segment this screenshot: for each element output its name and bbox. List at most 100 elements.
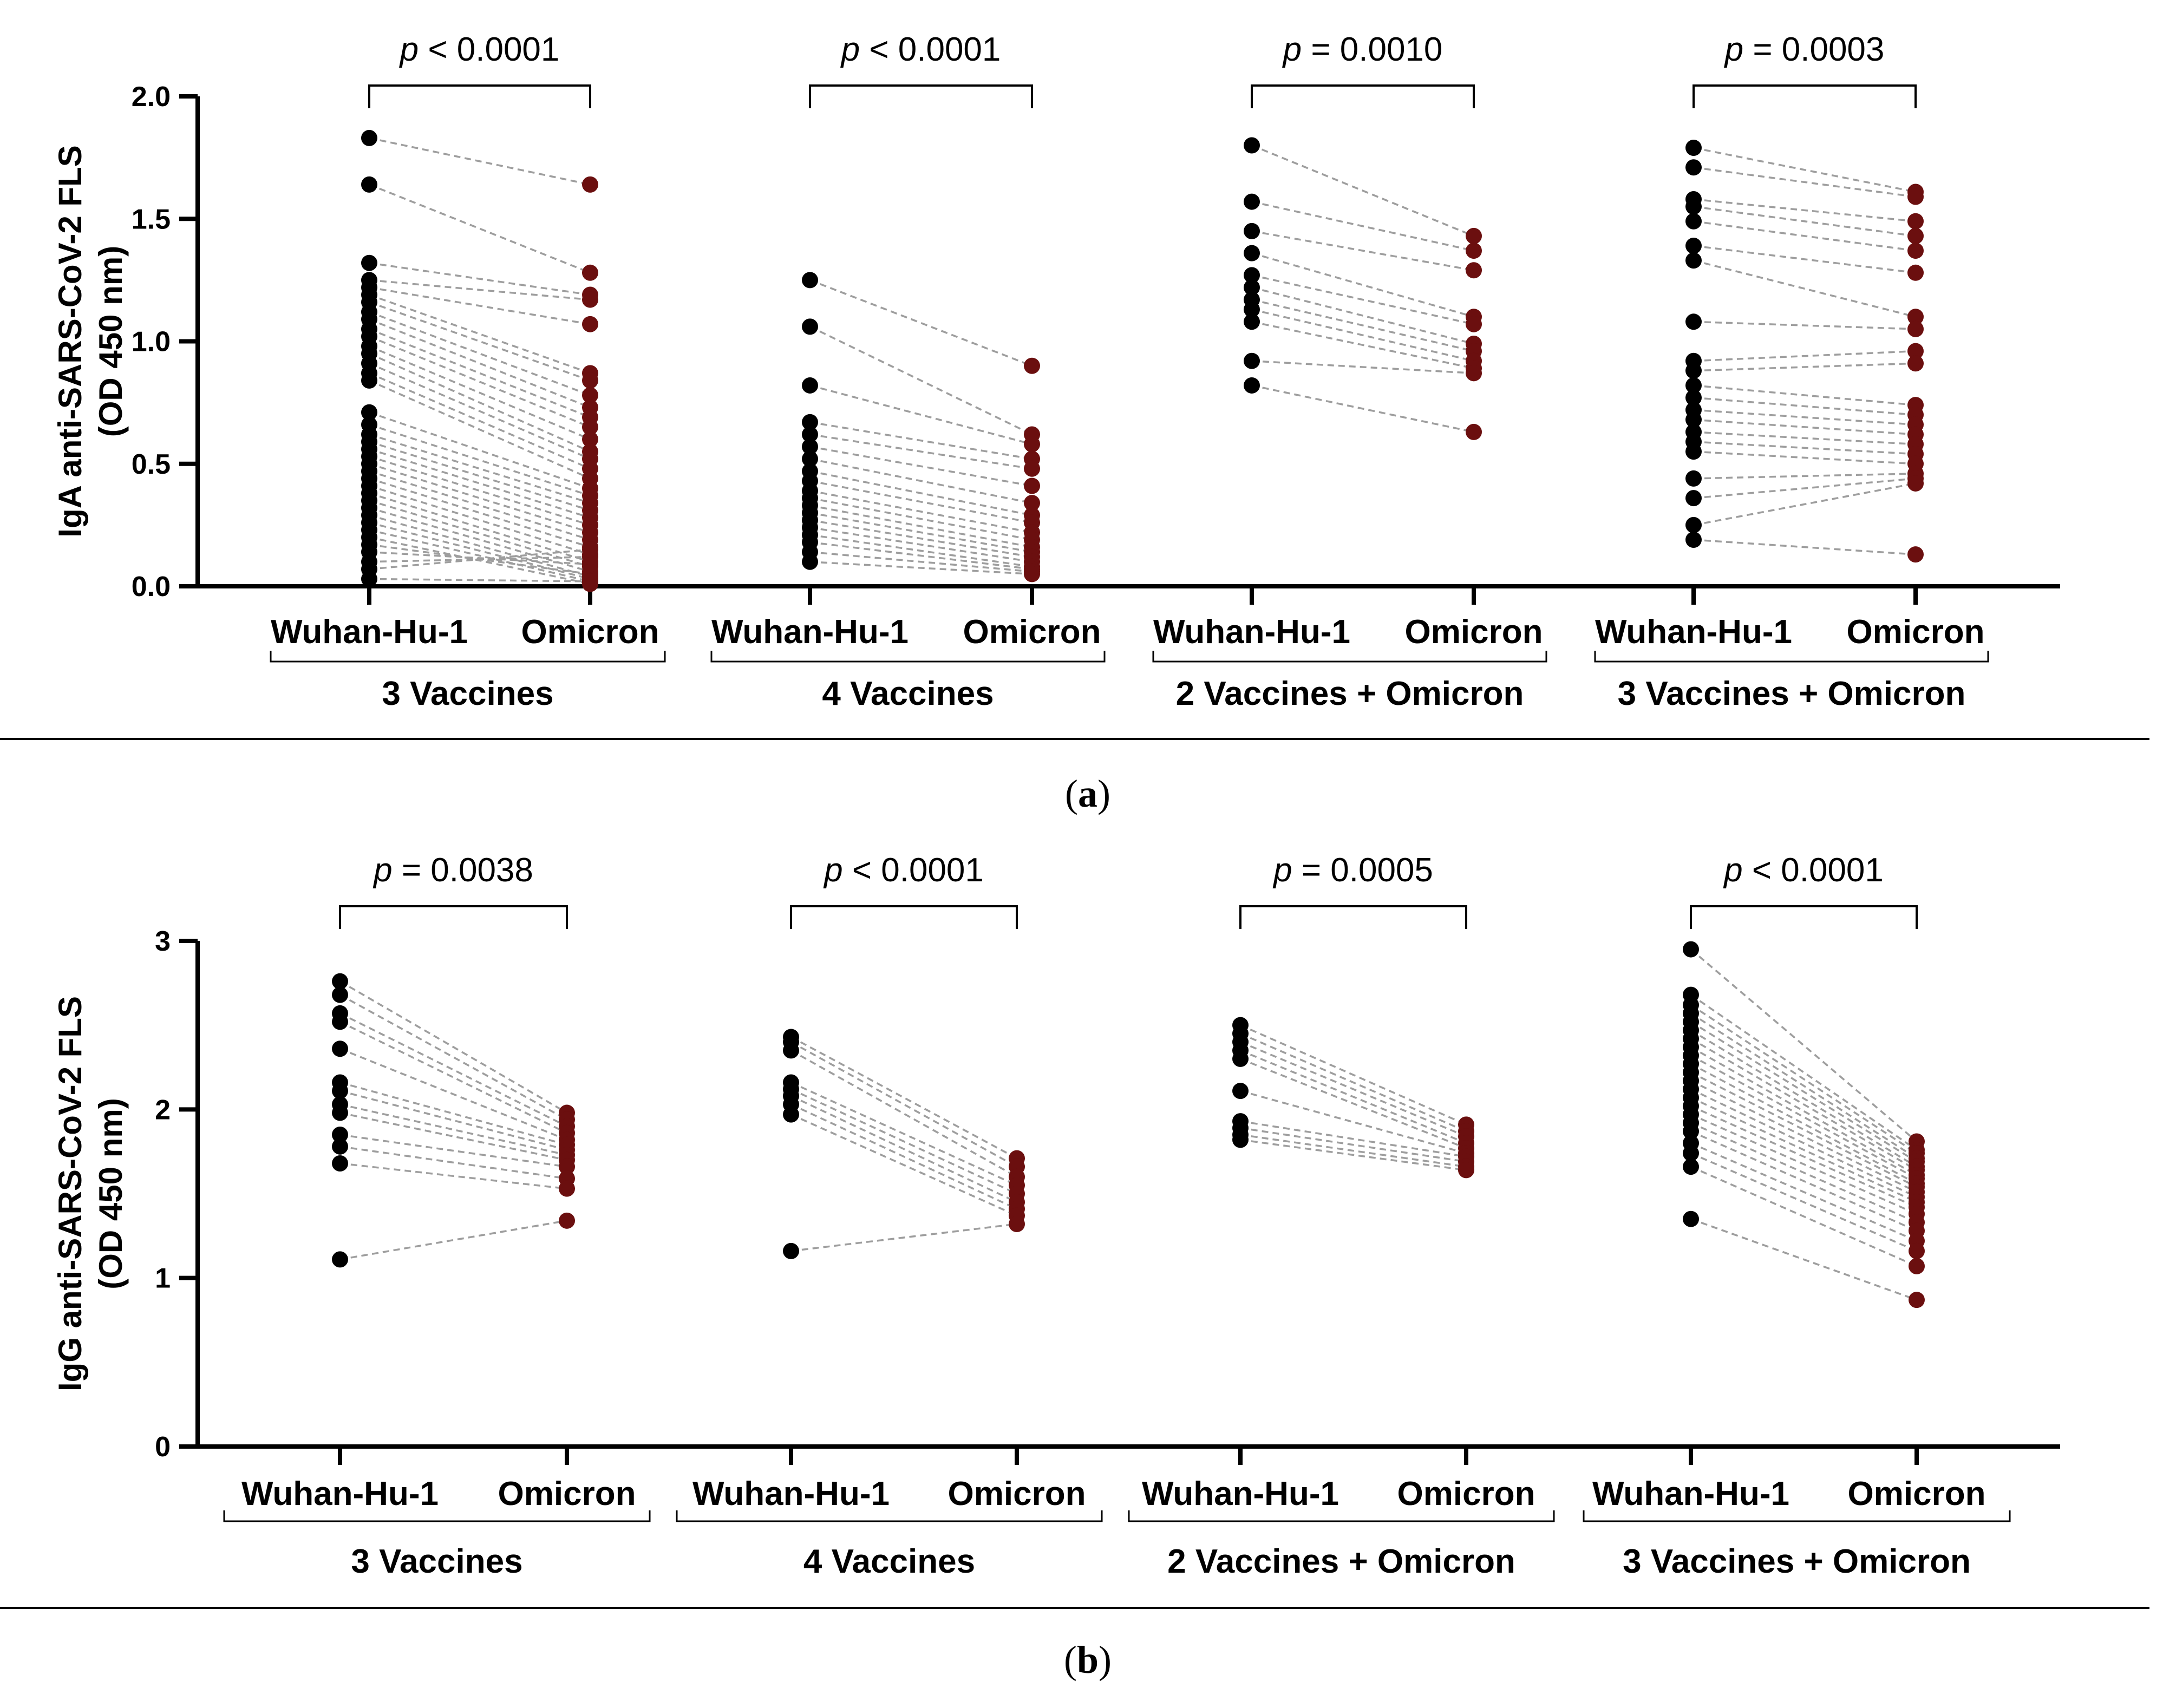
pair-line bbox=[369, 286, 591, 325]
data-point-wuhan bbox=[1685, 389, 1702, 406]
pair-line bbox=[809, 470, 1033, 516]
pair-line bbox=[790, 1223, 1017, 1252]
data-point-wuhan bbox=[1683, 1159, 1699, 1175]
data-point-omicron bbox=[1909, 1292, 1925, 1308]
group-label: 4 Vaccines bbox=[803, 1543, 975, 1580]
pair-line bbox=[1240, 1041, 1467, 1137]
x-tick-label-omicron: Omicron bbox=[963, 613, 1101, 651]
significance-bracket bbox=[1690, 905, 1918, 929]
x-tick-label-wuhan: Wuhan-Hu-1 bbox=[1142, 1475, 1339, 1513]
data-point-omicron bbox=[1024, 357, 1040, 374]
data-point-omicron bbox=[582, 176, 598, 193]
group-label: 4 Vaccines bbox=[822, 675, 994, 712]
pair-line bbox=[1693, 477, 1916, 499]
pair-line bbox=[369, 514, 591, 578]
pair-line bbox=[369, 261, 591, 296]
x-tick-label-omicron: Omicron bbox=[1397, 1475, 1535, 1513]
data-point-omicron bbox=[582, 541, 598, 558]
pair-line bbox=[369, 311, 591, 396]
pair-line bbox=[1690, 1020, 1917, 1163]
pair-line bbox=[1693, 198, 1916, 223]
pair-line bbox=[369, 477, 591, 548]
pair-line bbox=[809, 433, 1033, 470]
pair-line bbox=[369, 507, 591, 573]
pair-line bbox=[369, 352, 591, 453]
data-point-omicron bbox=[1458, 1162, 1474, 1179]
pair-line bbox=[1693, 350, 1916, 362]
data-point-omicron bbox=[1907, 243, 1924, 259]
group-brace bbox=[270, 651, 666, 663]
data-point-omicron bbox=[1907, 213, 1924, 230]
pair-line bbox=[1693, 418, 1916, 436]
pair-line bbox=[1251, 274, 1474, 325]
data-point-wuhan bbox=[802, 426, 818, 443]
data-point-wuhan bbox=[1244, 313, 1260, 330]
p-value-label: p < 0.0001 bbox=[823, 852, 984, 889]
pair-line bbox=[809, 512, 1033, 553]
data-point-omicron bbox=[1907, 355, 1924, 372]
data-point-omicron bbox=[1024, 460, 1040, 477]
data-point-omicron bbox=[1909, 1258, 1925, 1274]
data-point-wuhan bbox=[1244, 301, 1260, 318]
y-tick-label: 2 bbox=[155, 1094, 171, 1125]
data-point-omicron bbox=[1024, 477, 1040, 494]
pair-line bbox=[1251, 286, 1474, 345]
data-point-omicron bbox=[1024, 566, 1040, 583]
pair-line bbox=[369, 293, 591, 374]
data-point-wuhan bbox=[1683, 941, 1699, 958]
data-point-omicron bbox=[582, 573, 598, 590]
x-tick-label-omicron: Omicron bbox=[1847, 613, 1985, 651]
pair-line bbox=[1690, 1012, 1917, 1160]
pair-line bbox=[1693, 409, 1916, 426]
group-brace bbox=[676, 1510, 1103, 1522]
group-brace bbox=[710, 651, 1106, 663]
data-point-omicron bbox=[1907, 546, 1924, 563]
pair-line bbox=[1251, 308, 1474, 362]
data-point-omicron bbox=[582, 291, 598, 308]
data-point-wuhan bbox=[332, 1104, 348, 1121]
y-axis-title-units: (OD 450 nm) bbox=[93, 246, 129, 437]
pair-line bbox=[809, 480, 1033, 524]
significance-bracket bbox=[1693, 84, 1917, 108]
pair-line bbox=[1693, 245, 1916, 274]
pair-line bbox=[339, 1111, 567, 1161]
pair-line bbox=[1690, 1004, 1917, 1154]
pair-line bbox=[369, 529, 591, 583]
x-tick-label-wuhan: Wuhan-Hu-1 bbox=[1153, 613, 1350, 651]
pair-line bbox=[1690, 1063, 1917, 1185]
significance-bracket bbox=[1251, 84, 1475, 108]
pair-line bbox=[1690, 1130, 1917, 1232]
data-point-omicron bbox=[1466, 262, 1482, 279]
pair-line bbox=[369, 463, 591, 534]
pair-line bbox=[1251, 144, 1474, 237]
data-point-omicron bbox=[559, 1180, 575, 1197]
data-point-wuhan bbox=[1685, 490, 1702, 507]
data-point-wuhan bbox=[783, 1242, 799, 1259]
pair-line bbox=[369, 379, 591, 480]
pair-line bbox=[1693, 220, 1916, 252]
pair-line bbox=[339, 1090, 567, 1151]
x-tick-label-wuhan: Wuhan-Hu-1 bbox=[711, 613, 909, 651]
data-point-omicron bbox=[582, 387, 598, 404]
y-tick-label: 1 bbox=[155, 1263, 171, 1294]
data-point-omicron bbox=[1466, 423, 1482, 440]
pair-line bbox=[369, 137, 591, 186]
x-tick-label-omicron: Omicron bbox=[948, 1475, 1086, 1513]
data-point-wuhan bbox=[1683, 1210, 1699, 1227]
data-point-wuhan bbox=[332, 1013, 348, 1030]
data-point-wuhan bbox=[1685, 362, 1702, 379]
pair-line bbox=[1690, 1105, 1917, 1208]
data-point-wuhan bbox=[1685, 198, 1702, 215]
significance-bracket bbox=[809, 84, 1033, 108]
pair-line bbox=[1251, 298, 1474, 352]
y-tick-label: 0.0 bbox=[132, 571, 171, 603]
data-point-wuhan bbox=[1244, 352, 1260, 369]
y-tick-label: 1.0 bbox=[132, 326, 171, 358]
x-tick-label-wuhan: Wuhan-Hu-1 bbox=[1595, 613, 1792, 651]
y-tick-label: 3 bbox=[155, 926, 171, 957]
data-point-wuhan bbox=[1232, 1083, 1249, 1100]
pair-line bbox=[1693, 205, 1916, 237]
pair-line bbox=[1240, 1090, 1467, 1154]
pair-line bbox=[369, 433, 591, 504]
